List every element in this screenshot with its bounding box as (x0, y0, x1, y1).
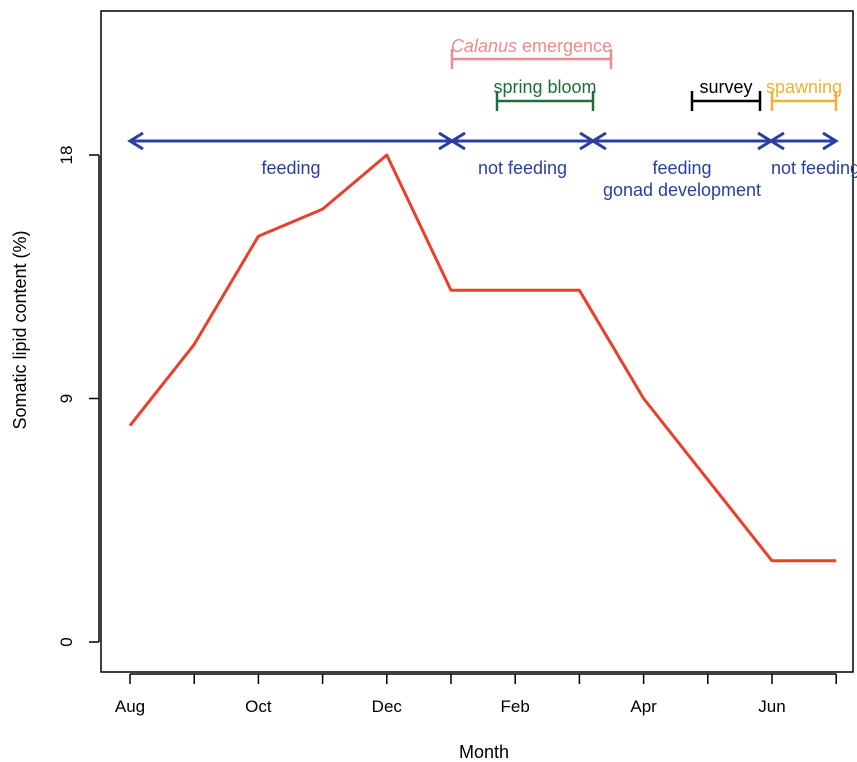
lipid-content-line (128, 153, 837, 563)
plot-frame (100, 10, 854, 673)
event-label: Calanus emergence (451, 36, 612, 56)
event-label-italic: Calanus (451, 36, 517, 56)
phase-label: not feeding (771, 158, 857, 178)
y-tick-label: 18 (57, 146, 76, 165)
event-label: spring bloom (493, 77, 596, 97)
x-tick-label: Feb (501, 697, 530, 716)
x-tick-label: Apr (630, 697, 657, 716)
phase-label: feeding (652, 158, 711, 178)
y-tick-label: 0 (57, 637, 76, 646)
event-label-text: spawning (766, 77, 842, 97)
x-tick-label: Jun (758, 697, 785, 716)
event-label: survey (699, 77, 752, 97)
y-tick-label: 9 (57, 394, 76, 403)
x-tick-label: Oct (245, 697, 272, 716)
phase-label: feeding (261, 158, 320, 178)
annotation-bars: Calanus emergence spring bloom survey spawn… (127, 36, 857, 200)
phase-label: gonad development (603, 180, 761, 200)
axes: Aug Oct Dec Feb Apr Jun 0 9 18 (57, 146, 837, 716)
x-axis-title: Month (459, 742, 509, 762)
event-label-text: spring bloom (493, 77, 596, 97)
x-tick-label: Dec (372, 697, 403, 716)
phase-label: not feeding (478, 158, 567, 178)
x-tick-label: Aug (115, 697, 145, 716)
arrow-head (822, 131, 839, 151)
arrow-head (768, 131, 785, 151)
arrow-head (449, 131, 466, 151)
y-axis-title: Somatic lipid content (%) (10, 230, 30, 429)
arrow-head (127, 131, 144, 151)
data-series (128, 153, 837, 563)
arrow-head (590, 131, 607, 151)
event-label-text: survey (699, 77, 752, 97)
event-label: spawning (766, 77, 842, 97)
event-label-text: emergence (517, 36, 612, 56)
